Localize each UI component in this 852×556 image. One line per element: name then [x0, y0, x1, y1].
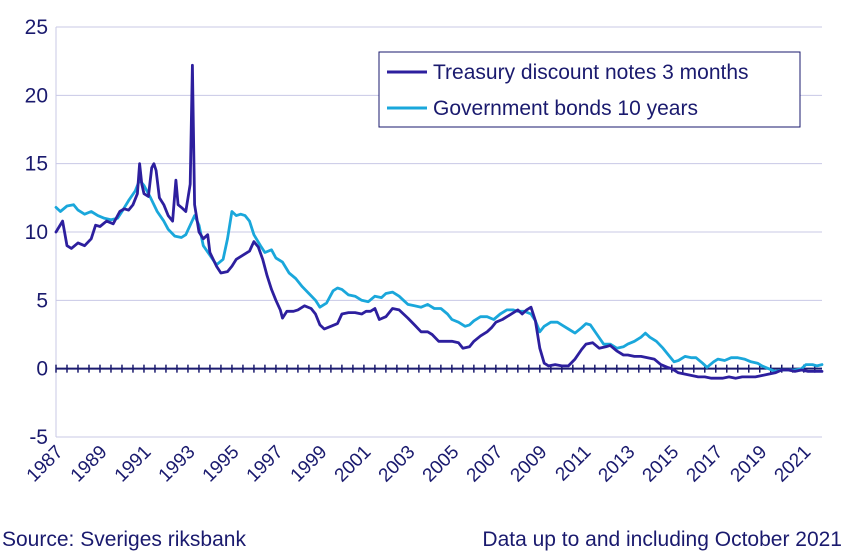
- legend-label: Treasury discount notes 3 months: [433, 61, 749, 84]
- x-tick-label: 2015: [639, 442, 684, 487]
- x-tick-label: 2001: [331, 442, 376, 487]
- x-tick-label: 2009: [507, 442, 552, 487]
- x-tick-label: 1993: [155, 442, 200, 487]
- series-line-treasury-notes: [54, 63, 824, 380]
- x-tick-label: 1997: [243, 442, 288, 487]
- x-tick-label: 1995: [199, 442, 244, 487]
- x-tick-label: 1989: [67, 442, 112, 487]
- x-tick-label: 2019: [727, 442, 772, 487]
- x-tick-label: 2011: [552, 442, 596, 486]
- x-tick-label: 2013: [595, 442, 640, 487]
- y-tick-label: -5: [29, 426, 48, 449]
- x-tick-label: 1999: [287, 442, 332, 487]
- series-line-government-bonds: [54, 178, 824, 373]
- y-tick-label: 5: [36, 289, 48, 312]
- y-tick-label: 15: [25, 153, 48, 176]
- legend-label: Government bonds 10 years: [433, 97, 698, 120]
- data-note: Data up to and including October 2021: [482, 528, 842, 551]
- y-tick-label: 25: [25, 16, 48, 39]
- y-tick-label: 10: [25, 221, 48, 244]
- legend-box: [378, 51, 801, 128]
- x-tick-label: 2005: [419, 442, 464, 487]
- x-tick-label: 2007: [463, 442, 508, 487]
- source-note: Source: Sveriges riksbank: [2, 528, 246, 551]
- x-tick-label: 2003: [375, 442, 420, 487]
- x-tick-label: 2021: [771, 442, 816, 487]
- y-tick-label: 0: [36, 358, 48, 381]
- x-tick-label: 2017: [683, 442, 728, 487]
- y-tick-label: 20: [25, 84, 48, 107]
- x-tick-label: 1991: [111, 442, 156, 487]
